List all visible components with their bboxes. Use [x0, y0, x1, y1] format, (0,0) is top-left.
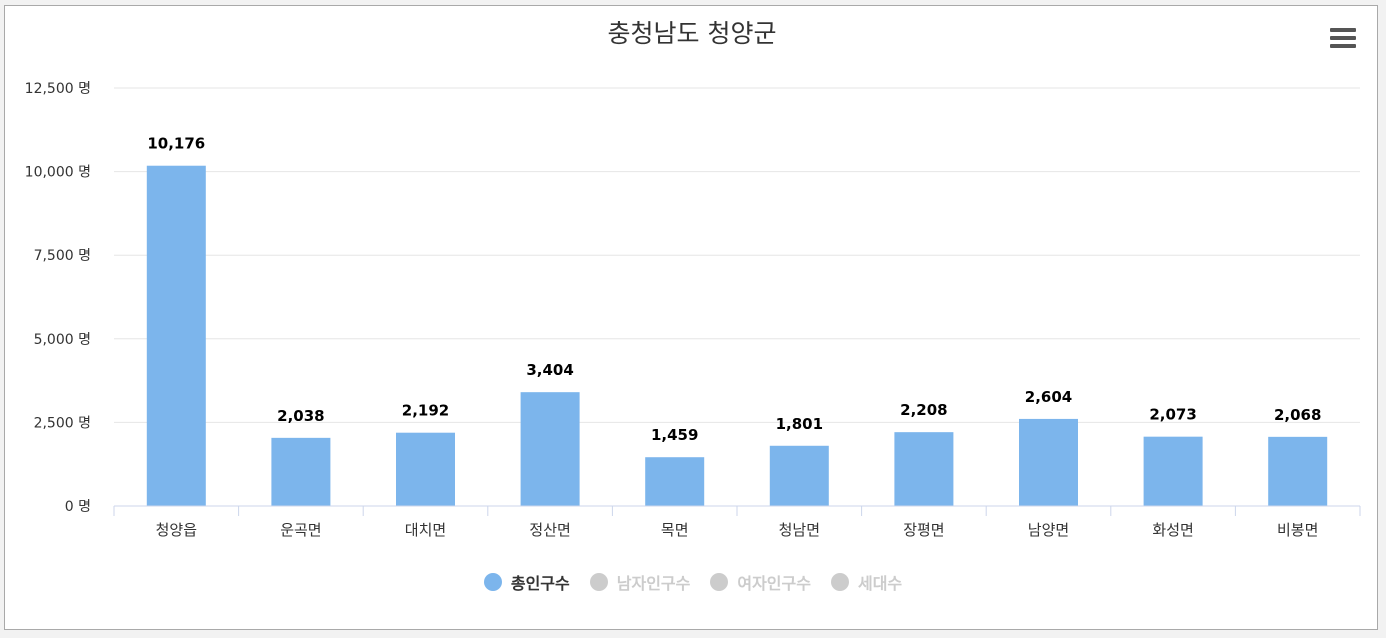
legend: 총인구수 남자인구수 여자인구수 세대수: [0, 570, 1386, 594]
data-label: 10,176: [147, 135, 205, 153]
data-label: 2,604: [1025, 388, 1072, 406]
bar[interactable]: [271, 437, 331, 506]
grid-lines: [114, 87, 1360, 423]
y-tick-label: 7,500 명: [34, 248, 91, 264]
data-label: 2,208: [900, 401, 947, 419]
y-tick-label: 0 명: [65, 499, 91, 515]
x-tick-label: 남양면: [1028, 521, 1069, 539]
x-tick-label: 청남면: [779, 521, 820, 539]
bar[interactable]: [1143, 436, 1203, 506]
legend-dot-icon: [589, 573, 608, 591]
x-tick-label: 정산면: [529, 521, 570, 539]
legend-label: 남자인구수: [616, 574, 691, 593]
bar[interactable]: [146, 165, 206, 507]
bars: [146, 165, 1328, 507]
chart-title: 충청남도 청양군: [608, 19, 777, 48]
legend-item-female-population[interactable]: 여자인구수: [710, 570, 811, 594]
legend-item-households[interactable]: 세대수: [830, 570, 903, 594]
bar[interactable]: [1019, 418, 1078, 506]
legend-dot-icon: [483, 573, 502, 591]
legend-item-male-population[interactable]: 남자인구수: [589, 570, 691, 594]
data-label: 2,068: [1274, 406, 1321, 424]
x-tick-label: 화성면: [1152, 521, 1193, 539]
data-label: 2,073: [1149, 406, 1196, 424]
bar[interactable]: [645, 457, 705, 506]
y-tick-label: 12,500 명: [25, 81, 91, 97]
x-tick-label: 운곡면: [280, 521, 321, 539]
x-tick-label: 청양읍: [156, 521, 197, 539]
chart-container: [4, 5, 1378, 630]
y-tick-label: 10,000 명: [25, 165, 91, 181]
legend-item-total-population[interactable]: 총인구수: [483, 570, 570, 594]
data-label: 1,459: [651, 426, 698, 444]
bar[interactable]: [769, 445, 829, 506]
x-tick-label: 목면: [661, 521, 689, 539]
y-axis-labels: 0 명 2,500 명 5,000 명 7,500 명 10,000 명 12,500 명: [25, 81, 91, 515]
bar[interactable]: [894, 432, 954, 506]
x-tick-label: 장평면: [903, 521, 944, 539]
data-labels: 10,176 2,038 2,192 3,404 1,459 1,801 2,208 2,60…: [147, 135, 1321, 444]
x-tick-label: 대치면: [405, 521, 446, 539]
bar[interactable]: [396, 432, 455, 506]
legend-label: 세대수: [857, 574, 903, 593]
data-label: 2,038: [277, 407, 324, 425]
legend-label: 총인구수: [510, 574, 570, 593]
data-label: 2,192: [402, 402, 449, 420]
hamburger-menu-icon[interactable]: [1326, 26, 1356, 54]
legend-label: 여자인구수: [737, 574, 811, 593]
bar[interactable]: [520, 392, 580, 506]
y-tick-label: 2,500 명: [34, 415, 91, 431]
data-label: 3,404: [526, 361, 573, 379]
bar[interactable]: [1268, 436, 1328, 506]
x-tick-label: 비봉면: [1277, 521, 1318, 539]
data-label: 1,801: [776, 415, 823, 433]
y-tick-label: 5,000 명: [34, 332, 91, 348]
x-axis: 청양읍 운곡면 대치면 정산면 목면 청남면 장평면 남양면 화성면 비봉면: [113, 505, 1361, 539]
legend-dot-icon: [710, 573, 729, 591]
legend-dot-icon: [830, 573, 849, 591]
